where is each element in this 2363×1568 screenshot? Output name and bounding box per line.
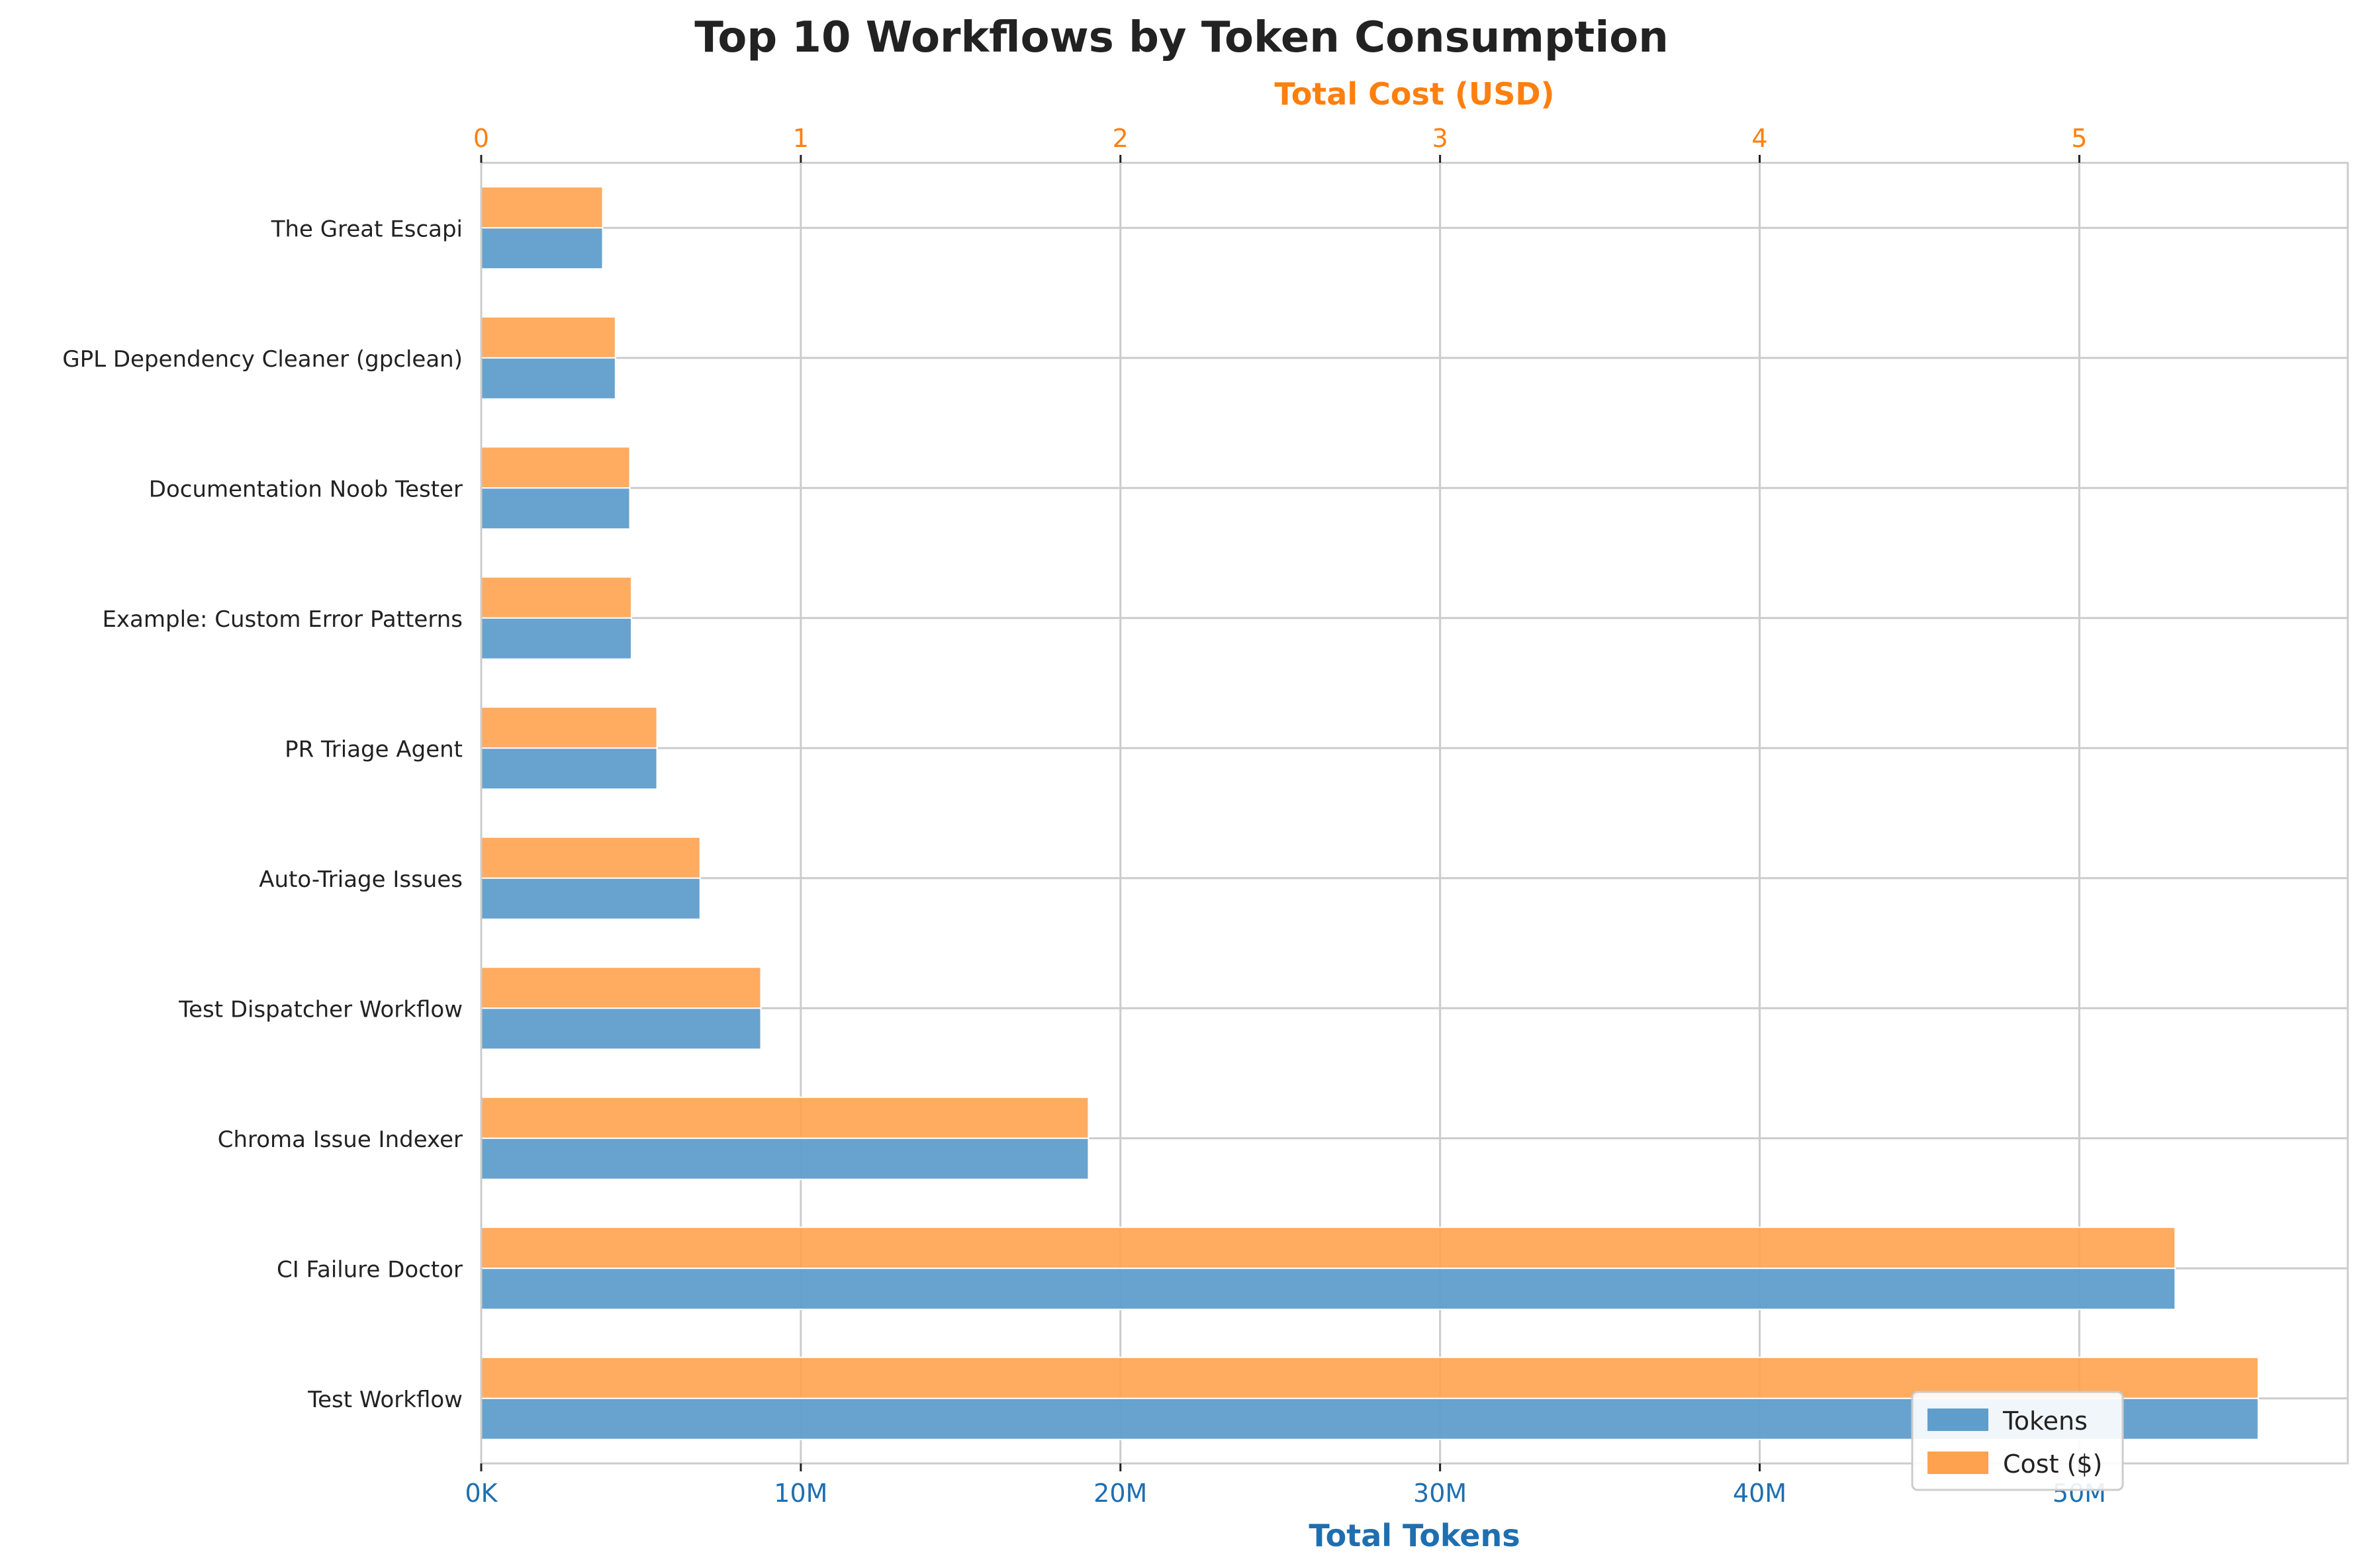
cost-axis-title: Total Cost (USD): [1274, 76, 1554, 112]
category-label: CI Failure Doctor: [277, 1256, 463, 1283]
tick-label-cost: 1: [793, 124, 809, 153]
bar-tokens: [481, 877, 701, 920]
bar-cost: [481, 706, 658, 749]
category-labels: The Great Escapi GPL Dependency Cleaner (…: [62, 216, 463, 1413]
bar-tokens: [481, 1268, 2176, 1311]
category-label: Test Workflow: [307, 1387, 463, 1413]
category-label: GPL Dependency Cleaner (gpclean): [62, 346, 463, 373]
bar-cost: [481, 1356, 2259, 1399]
legend-swatch-tokens: [1927, 1408, 1988, 1431]
bar-tokens: [481, 487, 631, 530]
bar-cost: [481, 836, 701, 879]
tick-label-cost: 2: [1113, 124, 1129, 153]
category-label: The Great Escapi: [271, 216, 463, 242]
category-label: Chroma Issue Indexer: [218, 1127, 463, 1153]
plot-frame: [480, 161, 2349, 1465]
tick-label-cost: 3: [1432, 124, 1448, 153]
legend: Tokens Cost ($): [1911, 1391, 2124, 1491]
bar-cost: [481, 446, 631, 489]
bar-tokens: [481, 357, 616, 400]
bar-tokens: [481, 617, 632, 660]
bar-cost: [481, 1096, 1089, 1139]
bar-cost: [481, 186, 604, 229]
legend-swatch-cost: [1927, 1452, 1988, 1474]
bar-cost: [481, 576, 632, 619]
category-label: Test Dispatcher Workflow: [178, 996, 463, 1023]
bars-layer: [481, 186, 2259, 1440]
bar-tokens: [481, 1007, 762, 1050]
category-label: Documentation Noob Tester: [149, 476, 463, 502]
bar-tokens: [481, 227, 604, 270]
tick-label-cost: 0: [473, 124, 489, 153]
bar-tokens: [481, 1137, 1089, 1180]
tick-label-tokens: 20M: [1093, 1479, 1147, 1508]
token-axis-title: Total Tokens: [1309, 1518, 1520, 1553]
bar-cost: [481, 316, 616, 359]
legend-label-tokens: Tokens: [2002, 1407, 2088, 1436]
legend-label-cost: Cost ($): [2003, 1450, 2102, 1479]
tick-label-tokens: 40M: [1733, 1479, 1786, 1508]
tick-label-tokens: 30M: [1413, 1479, 1467, 1508]
bar-tokens: [481, 747, 658, 790]
category-label: Auto-Triage Issues: [259, 866, 463, 893]
tick-label-cost: 5: [2071, 124, 2087, 153]
tick-label-tokens: 0K: [465, 1479, 498, 1508]
category-label: PR Triage Agent: [285, 736, 463, 762]
tick-label-cost: 4: [1751, 124, 1767, 153]
category-label: Example: Custom Error Patterns: [102, 606, 463, 633]
tick-label-tokens: 10M: [774, 1479, 827, 1508]
bar-cost: [481, 966, 762, 1009]
chart-title: Top 10 Workflows by Token Consumption: [694, 13, 1669, 62]
bar-cost: [481, 1226, 2176, 1269]
